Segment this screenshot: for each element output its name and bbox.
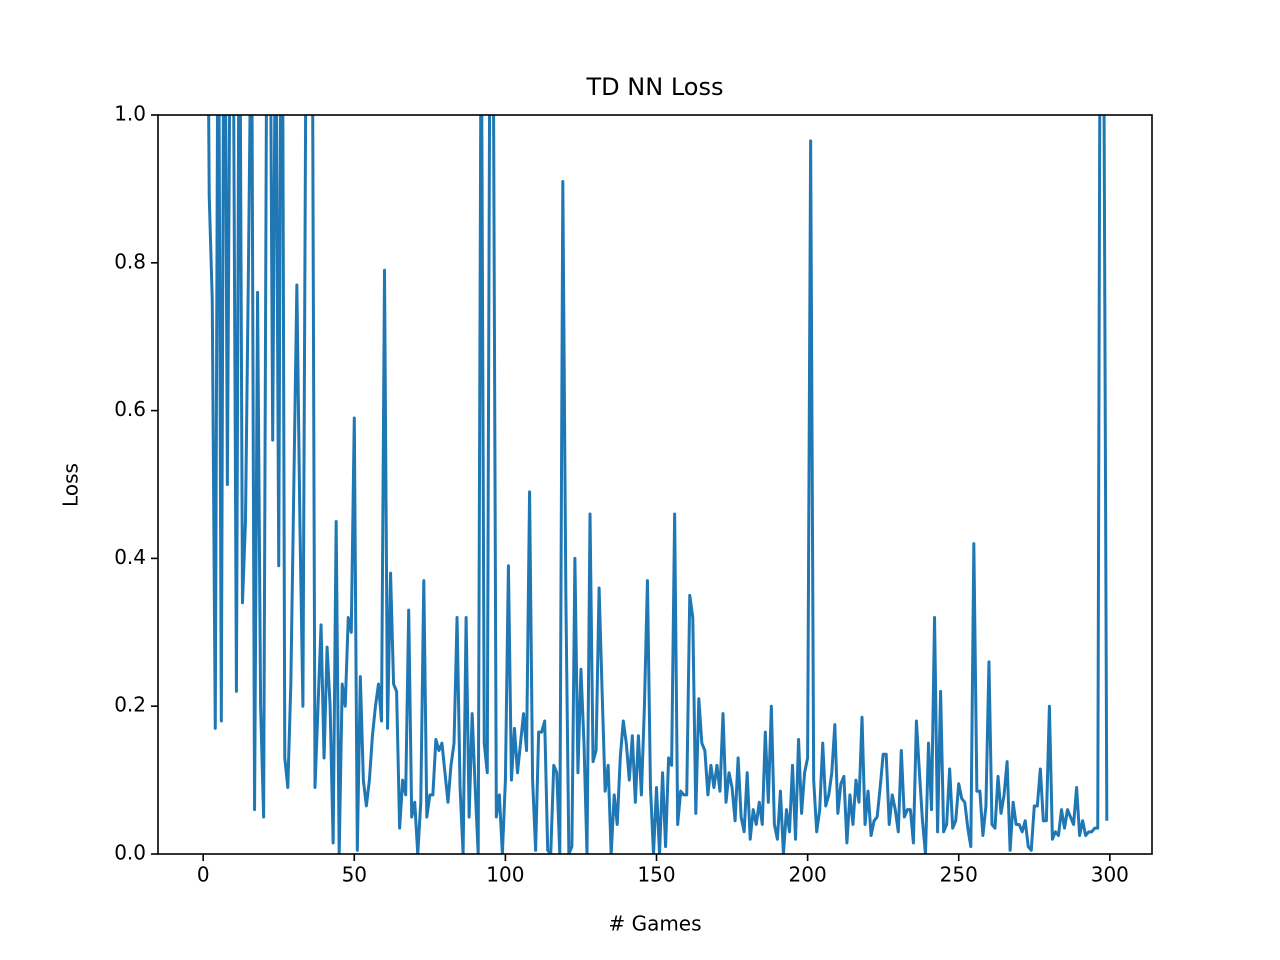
x-axis-label: # Games [608, 912, 701, 936]
x-tick-label: 100 [486, 863, 524, 887]
x-tick-label: 0 [197, 863, 210, 887]
x-tick-label: 200 [789, 863, 827, 887]
y-axis-label: Loss [59, 463, 83, 507]
plot-frame [157, 114, 1153, 855]
data-line [207, 115, 1109, 854]
y-tick-label: 0.4 [114, 545, 146, 569]
x-tick-label: 150 [637, 863, 675, 887]
x-tick-label: 300 [1091, 863, 1129, 887]
y-tick-label: 0.0 [114, 841, 146, 865]
chart-title: TD NN Loss [586, 73, 724, 101]
y-tick-label: 0.8 [114, 249, 146, 273]
y-tick-label: 0.6 [114, 397, 146, 421]
y-tick-label: 1.0 [114, 102, 146, 126]
y-tick-label: 0.2 [114, 693, 146, 717]
x-tick-label: 50 [342, 863, 367, 887]
x-tick-label: 250 [940, 863, 978, 887]
